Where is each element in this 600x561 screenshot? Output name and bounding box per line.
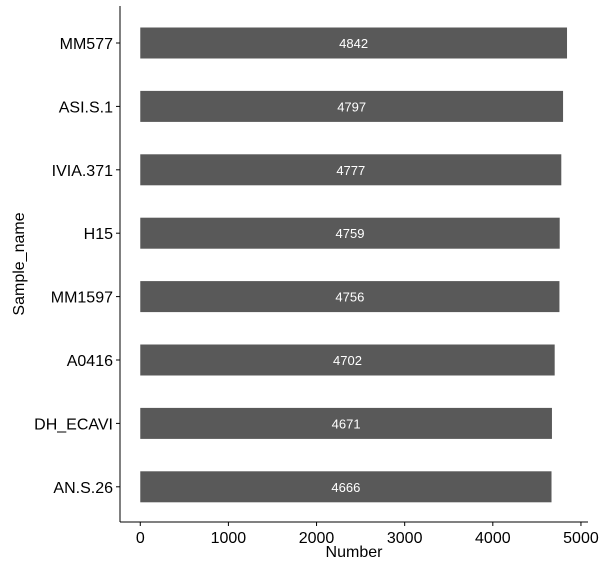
- bar-4: [140, 281, 560, 313]
- x-tick-label: 0: [136, 530, 145, 547]
- bar-value-label: 4797: [337, 99, 366, 114]
- x-tick-label: 2000: [299, 530, 335, 547]
- y-tick-label: MM577: [60, 36, 113, 53]
- bar-labels-group: 4842 4797 4777 4759 4756 4702 4671 4666: [331, 36, 368, 495]
- x-axis-title: Number: [326, 544, 384, 561]
- y-tick-label: A0416: [67, 353, 113, 370]
- bar-1: [140, 90, 564, 122]
- y-axis-title: Sample_name: [11, 212, 28, 315]
- y-tick-label: AN.S.26: [53, 480, 113, 497]
- bar-value-label: 4759: [336, 226, 365, 241]
- y-tick-label: H15: [84, 226, 113, 243]
- bars-group: [140, 27, 568, 503]
- bar-value-label: 4671: [332, 416, 361, 431]
- y-tick-label: DH_ECAVI: [34, 416, 113, 433]
- x-tick-label: 3000: [387, 530, 423, 547]
- x-tick-label: 5000: [563, 530, 599, 547]
- y-tick-label: MM1597: [51, 290, 113, 307]
- bar-6: [140, 407, 552, 439]
- bar-2: [140, 154, 562, 186]
- x-tick-label: 4000: [475, 530, 511, 547]
- bar-0: [140, 27, 568, 59]
- bar-value-label: 4702: [333, 353, 362, 368]
- bar-value-label: 4842: [339, 36, 368, 51]
- x-tick-label: 1000: [211, 530, 247, 547]
- y-tick-label: ASI.S.1: [59, 99, 113, 116]
- bar-5: [140, 344, 555, 376]
- bar-3: [140, 217, 560, 249]
- bar-value-label: 4666: [331, 480, 360, 495]
- bar-7: [140, 471, 552, 503]
- bar-value-label: 4777: [336, 163, 365, 178]
- bar-value-label: 4756: [335, 290, 364, 305]
- y-tick-label: IVIA.371: [52, 163, 113, 180]
- y-axis-ticks: MM577 ASI.S.1 IVIA.371 H15 MM1597 A0416 DH_ECA…: [34, 36, 120, 497]
- x-axis-ticks: 0 1000 2000 3000 4000 5000: [136, 522, 599, 547]
